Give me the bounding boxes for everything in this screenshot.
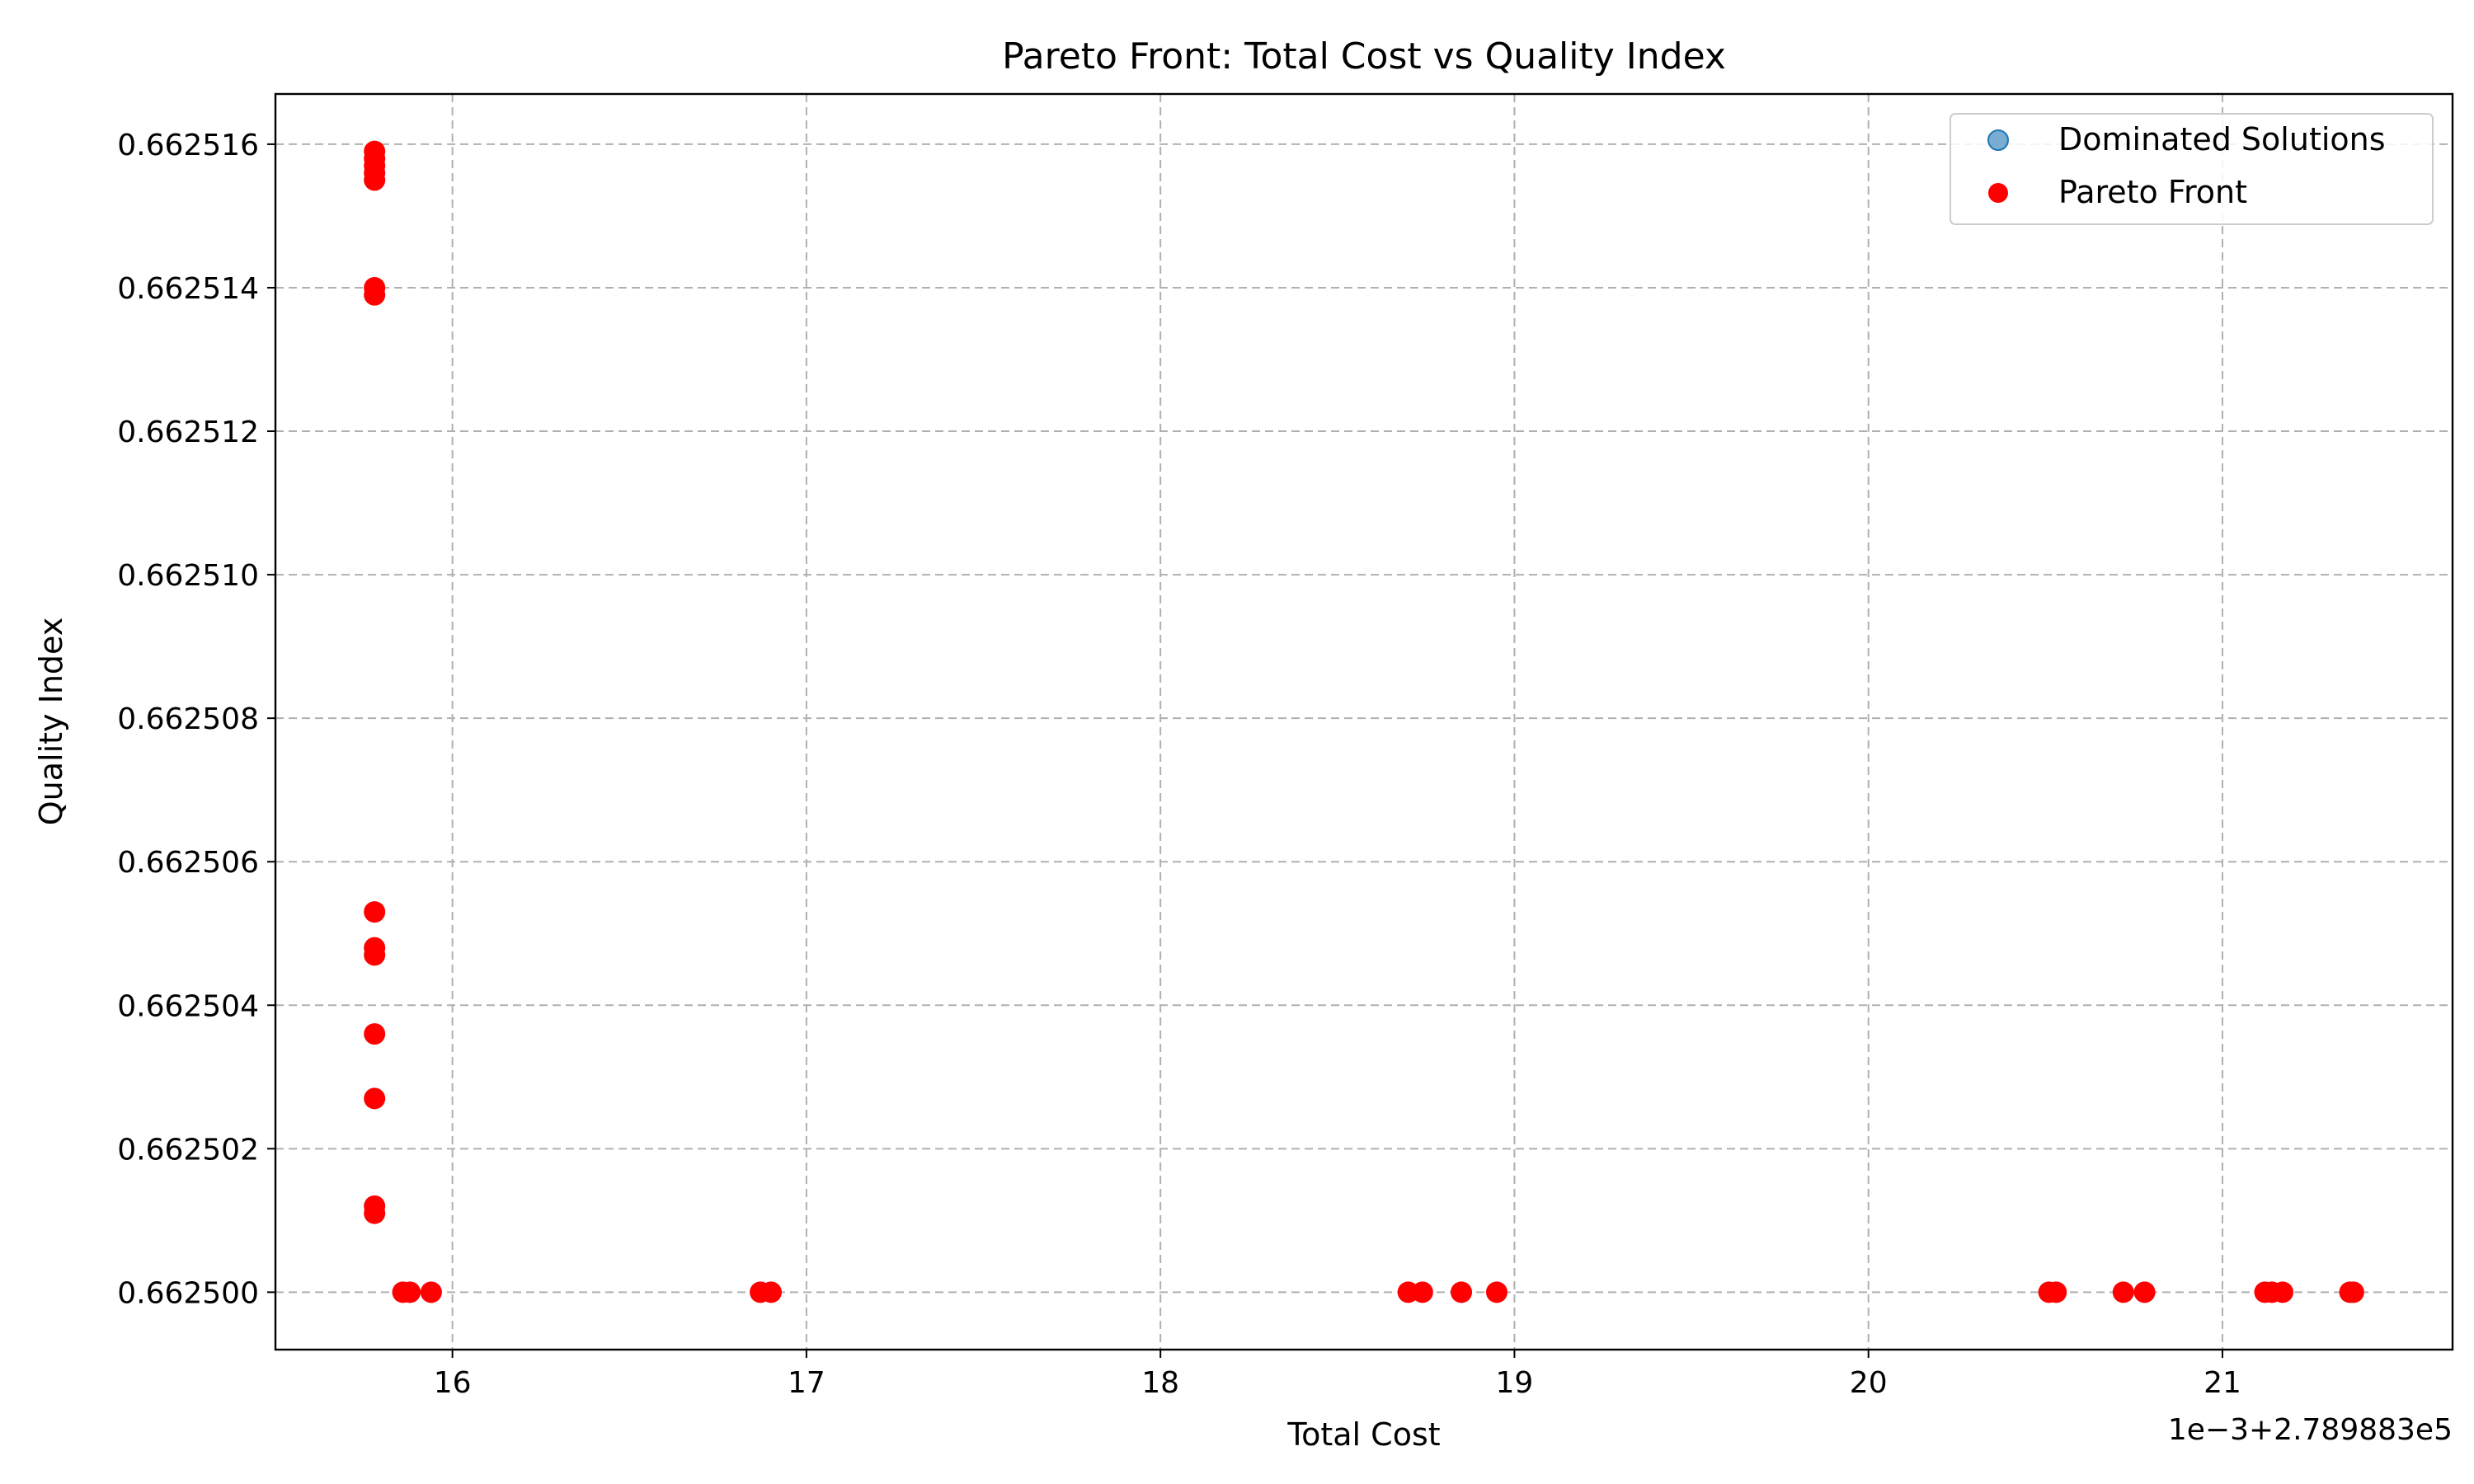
- pareto-point: [1411, 1281, 1433, 1303]
- chart-title: Pareto Front: Total Cost vs Quality Inde…: [1002, 35, 1726, 77]
- legend-box: [1950, 113, 2434, 225]
- y-tick-label: 0.662512: [117, 416, 259, 449]
- x-tick-label: 18: [1141, 1366, 1179, 1400]
- x-tick-label: 17: [788, 1366, 825, 1400]
- pareto-point: [2045, 1281, 2067, 1303]
- pareto-point: [420, 1281, 442, 1303]
- pareto-point: [364, 1202, 386, 1224]
- pareto-point: [364, 169, 386, 191]
- y-tick-label: 0.662514: [117, 272, 259, 306]
- pareto-point: [2133, 1281, 2156, 1303]
- x-tick-label: 20: [1850, 1366, 1888, 1400]
- pareto-point: [760, 1281, 782, 1303]
- y-axis-label: Quality Index: [33, 618, 69, 825]
- data-points: [364, 140, 2364, 1303]
- legend-marker-pareto: [1988, 183, 2008, 203]
- y-tick-label: 0.662516: [117, 129, 259, 162]
- y-tick-label: 0.662502: [117, 1133, 259, 1167]
- pareto-point: [364, 944, 386, 966]
- plot-frame: [274, 92, 2454, 1351]
- x-axis-offset-text: 1e−3+2.789883e5: [2168, 1413, 2453, 1447]
- pareto-point: [399, 1281, 421, 1303]
- x-tick-label: 19: [1496, 1366, 1534, 1400]
- legend-marker-dominated: [1987, 129, 2009, 151]
- y-tick-label: 0.662510: [117, 559, 259, 593]
- y-tick-label: 0.662506: [117, 846, 259, 880]
- x-axis-label: Total Cost: [1286, 1416, 1440, 1453]
- y-tick-label: 0.662504: [117, 989, 259, 1023]
- axis-ticks: 16 17 18 19 20 21 0.662500 0.662502 0.662504 0.66…: [117, 129, 2241, 1400]
- pareto-point: [364, 901, 386, 923]
- legend-label-pareto: Pareto Front: [2058, 174, 2247, 210]
- pareto-point: [1451, 1281, 1473, 1303]
- pareto-point: [2112, 1281, 2134, 1303]
- legend-label-dominated: Dominated Solutions: [2058, 121, 2386, 157]
- x-tick-label: 21: [2204, 1366, 2241, 1400]
- pareto-point: [2342, 1281, 2364, 1303]
- pareto-point: [1485, 1281, 1507, 1303]
- pareto-point: [364, 1023, 386, 1045]
- y-tick-label: 0.662508: [117, 702, 259, 736]
- pareto-point: [364, 1087, 386, 1110]
- legend: Dominated Solutions Pareto Front: [1950, 113, 2434, 225]
- pareto-point: [2271, 1281, 2293, 1303]
- gridlines: [275, 94, 2453, 1350]
- y-tick-label: 0.662500: [117, 1276, 259, 1310]
- pareto-point: [364, 284, 386, 306]
- x-tick-label: 16: [434, 1366, 472, 1400]
